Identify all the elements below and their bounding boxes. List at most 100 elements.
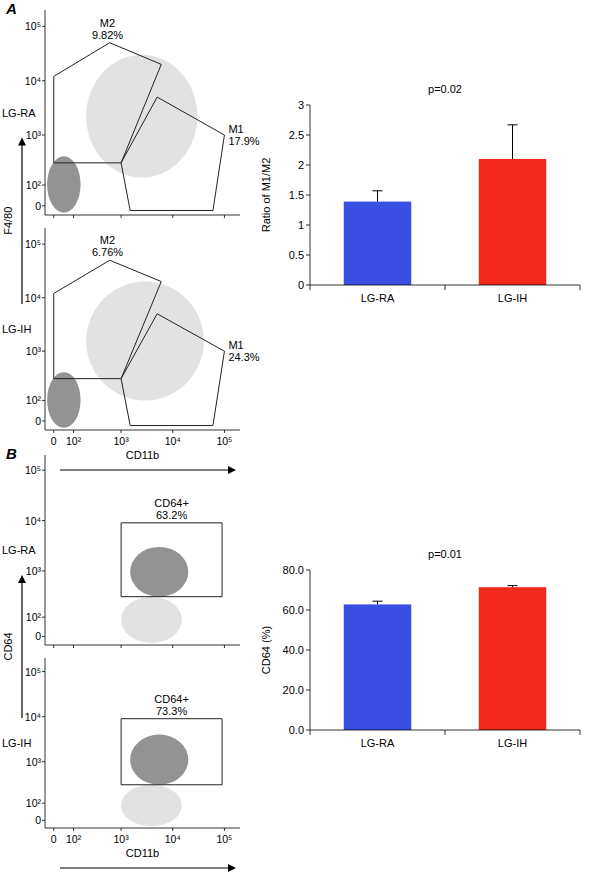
y-tick-label: 40.0: [283, 644, 304, 656]
y-tick-label: 10⁴: [25, 711, 41, 723]
y-tick-label: 2: [298, 159, 304, 171]
category-label: LG-RA: [361, 737, 395, 749]
y-tick: [42, 205, 45, 206]
y-tick: [42, 803, 45, 804]
y-tick: [42, 470, 45, 471]
plot-area: [47, 43, 224, 213]
gate-percent: 6.76%: [92, 246, 123, 258]
gate-name: M2: [100, 17, 115, 29]
x-tick-label: 10³: [113, 435, 129, 447]
y-tick: [42, 135, 45, 136]
y-axis: [45, 455, 46, 645]
arrow-head: [228, 864, 236, 872]
y-tick: [42, 570, 45, 571]
category-label: LG-IH: [498, 737, 527, 749]
y-tick-label: 10²: [26, 179, 42, 191]
y-tick-label: 20.0: [283, 684, 304, 696]
error-cap: [373, 601, 383, 602]
y-tick: [306, 135, 310, 136]
arrow-head: [18, 138, 26, 146]
y-arrow: [21, 581, 22, 718]
gate-percent: 63.2%: [156, 509, 187, 521]
x-tick: [53, 430, 54, 433]
x-axis: [45, 828, 240, 829]
plot-area: [121, 719, 222, 826]
x-axis: [45, 645, 240, 646]
gate-percent: 17.9%: [228, 135, 259, 147]
arrow-head: [228, 466, 236, 474]
x-axis: [310, 730, 580, 731]
y-axis-label: CD64 (%): [260, 626, 272, 674]
cell-population: [121, 785, 182, 826]
y-tick-label: 0.5: [289, 249, 304, 261]
dotplot: 010²10³10⁴10⁵010²10³10⁴10⁵CD64+73.3%LG-I…: [2, 658, 240, 845]
category-label: LG-IH: [498, 292, 527, 304]
y-tick-label: 0.0: [289, 724, 304, 736]
y-tick: [306, 610, 310, 611]
y-tick-label: 60.0: [283, 604, 304, 616]
y-tick: [42, 400, 45, 401]
cell-population: [86, 282, 204, 401]
cell-population: [130, 547, 188, 597]
y-tick: [42, 244, 45, 245]
x-tick: [224, 645, 225, 648]
y-tick-label: 0: [35, 415, 41, 427]
category-separator: [580, 730, 581, 735]
gate-percent: 24.3%: [228, 351, 259, 363]
y-tick: [42, 520, 45, 521]
y-tick: [306, 730, 310, 731]
x-tick: [53, 215, 54, 218]
gate-percent: 9.82%: [92, 29, 123, 41]
cell-population: [86, 55, 197, 178]
y-tick: [306, 255, 310, 256]
y-tick: [42, 636, 45, 637]
p-value: p=0.01: [428, 548, 462, 560]
dotplot: 010²10³10⁴10⁵CD64+63.2%LG-RABCD64CD11b: [2, 445, 240, 872]
y-tick-label: 10⁴: [25, 292, 41, 304]
x-arrow: [60, 867, 228, 868]
x-tick: [121, 645, 122, 648]
gate-name: M2: [100, 234, 115, 246]
error-cap: [508, 124, 518, 125]
y-tick-label: 10²: [26, 611, 42, 623]
y-tick-label: 10³: [26, 756, 42, 768]
y-axis: [45, 658, 46, 828]
y-tick: [306, 285, 310, 286]
y-arrow: [21, 144, 22, 305]
y-tick-label: 1: [298, 219, 304, 231]
y-tick: [306, 165, 310, 166]
y-tick: [42, 184, 45, 185]
category-separator: [310, 285, 311, 290]
y-tick-label: 0: [298, 279, 304, 291]
y-axis: [45, 228, 46, 430]
bar: [344, 604, 412, 730]
sample-label: LG-RA: [2, 544, 36, 556]
error-cap: [508, 585, 518, 586]
x-tick-label: 0: [51, 833, 57, 845]
y-tick-label: 80.0: [283, 564, 304, 576]
x-tick: [172, 430, 173, 433]
gate-name: M1: [228, 339, 243, 351]
x-tick: [121, 215, 122, 218]
x-axis: [310, 285, 580, 286]
x-axis-label: CD11b: [126, 449, 159, 461]
y-tick-label: 0: [35, 200, 41, 212]
error-bar: [377, 191, 378, 202]
bar-chart: LG-RALG-IH00.511.522.53Ratio of M1/M2p=0…: [260, 83, 580, 304]
gate: [54, 260, 162, 378]
category-separator: [310, 730, 311, 735]
dotplot: 010²10³10⁴10⁵M29.82%M117.9%LG-RAAF4/80CD…: [2, 0, 260, 474]
y-axis-label: Ratio of M1/M2: [260, 158, 272, 233]
x-tick-label: 10²: [66, 435, 82, 447]
y-tick: [42, 351, 45, 352]
figure: 010²10³10⁴10⁵M29.82%M117.9%LG-RAAF4/80CD…: [0, 0, 605, 877]
y-tick: [42, 26, 45, 27]
y-tick-label: 10²: [26, 394, 42, 406]
y-tick-label: 10³: [26, 565, 42, 577]
y-tick: [42, 297, 45, 298]
y-tick-label: 10²: [26, 797, 42, 809]
y-tick-label: 1.5: [289, 189, 304, 201]
sample-label: LG-IH: [2, 323, 31, 335]
y-tick-label: 10⁵: [25, 464, 41, 476]
x-tick: [73, 430, 74, 433]
